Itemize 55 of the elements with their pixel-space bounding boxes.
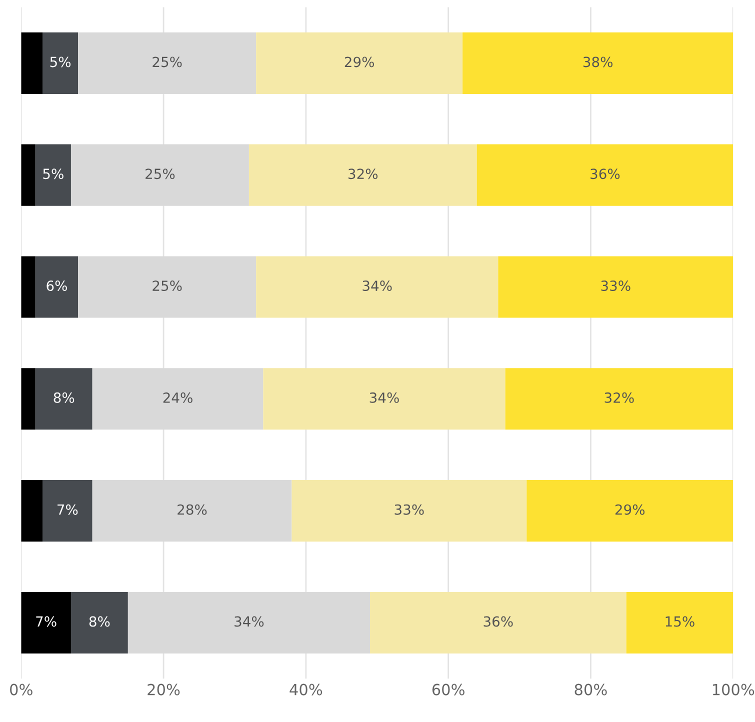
data-label: 25% [146,168,175,180]
data-label: 28% [178,504,207,515]
bar [476,144,734,206]
data-label: 25% [152,280,182,292]
bar [256,256,498,318]
data-label: 34% [234,616,264,627]
bar [70,592,128,654]
data-label: 7% [36,616,56,627]
data-label: 29% [344,56,374,68]
data-label: 32% [348,168,378,180]
data-label: 32% [604,392,634,403]
bar [21,144,36,206]
data-label: 25% [152,56,182,68]
bar [462,32,734,94]
bar [35,368,92,430]
x-tick-label: 40% [290,684,322,696]
data-label: 8% [54,392,74,403]
data-label: 6% [46,280,67,292]
data-label: 36% [590,168,620,180]
data-label: 7% [58,504,78,515]
bar [370,592,626,654]
data-label: 29% [615,504,645,515]
bar [21,368,36,430]
data-label: 38% [583,56,612,68]
x-tick-label: 60% [432,684,464,696]
data-label: 34% [362,280,392,292]
data-label: 5% [50,56,71,68]
bar [21,592,71,654]
bar [256,32,463,94]
data-label: 15% [666,616,694,627]
bar [292,480,527,542]
bar [35,256,78,318]
data-label: 36% [484,616,513,627]
bar [498,256,734,318]
bar [21,32,42,94]
bar [263,368,506,430]
bar [505,368,734,430]
data-label: 33% [394,504,424,515]
data-label: 33% [601,280,630,292]
bar [35,144,71,206]
x-tick-label: 80% [574,684,607,696]
x-tick-label: 100% [712,684,754,696]
bar [42,32,78,94]
data-label: 34% [370,392,399,403]
x-tick-label: 20% [148,684,180,696]
x-tick-label: 0% [10,684,32,696]
bar [526,480,734,542]
data-label: 24% [163,392,192,403]
bar [21,256,36,318]
data-label: 5% [43,168,64,180]
bar [21,480,42,542]
data-label: 8% [89,616,110,627]
bar [42,480,92,542]
bar [248,144,477,206]
bar [626,592,734,654]
